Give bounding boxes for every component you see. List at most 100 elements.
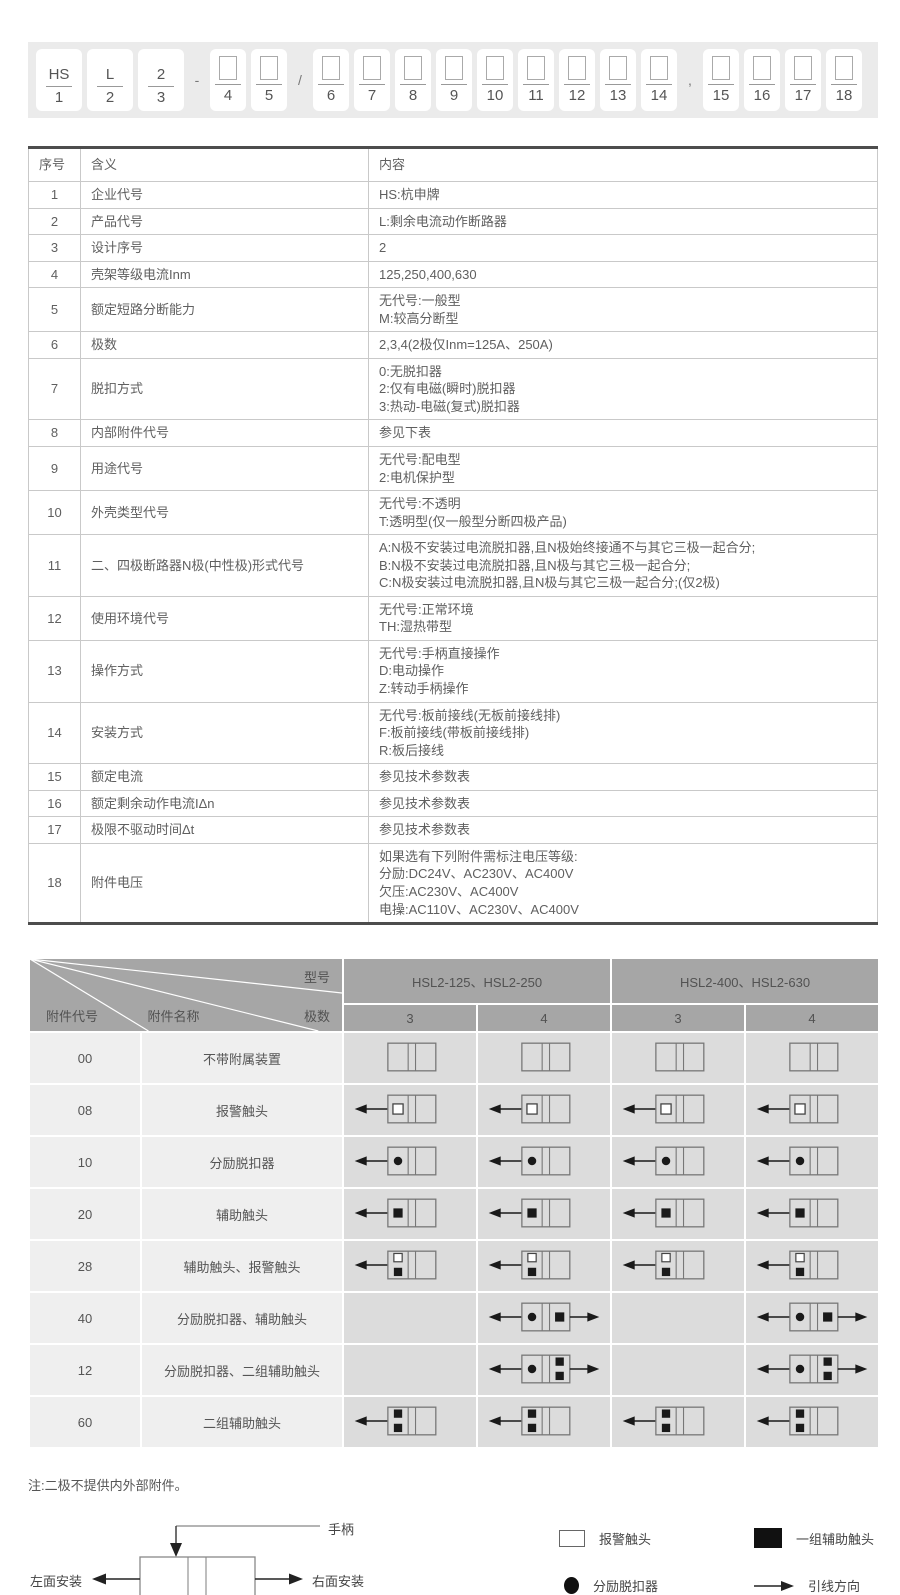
code-divider-line	[564, 84, 590, 85]
spec-row-meaning: 额定剩余动作电流IΔn	[80, 789, 369, 818]
corner-label-poles: 极数	[303, 1009, 330, 1025]
diagram-cell-aux_alarm	[478, 1241, 611, 1292]
accessory-name: 不带附属装置	[142, 1033, 342, 1084]
spec-content-line: 参见下表	[379, 425, 432, 441]
spec-row-content: 参见下表	[368, 419, 878, 448]
spec-row-content: 2,3,4(2极仅Inm=125A、250A)	[368, 331, 878, 359]
breaker-diagram-plain	[655, 1042, 705, 1072]
code-divider-line	[441, 84, 467, 85]
legend-label: 一组辅助触头	[795, 1531, 874, 1547]
footer: 手柄 左面安装 右面安装 报警触头 一组辅助触头 分励脱扣器 引线方向	[28, 1514, 878, 1595]
spec-row-meaning: 操作方式	[80, 639, 369, 703]
mounting-diagram: 手柄 左面安装 右面安装	[28, 1514, 448, 1595]
accessory-name: 分励脱扣器	[142, 1137, 342, 1188]
spec-row-14: 14 安装方式 无代号:板前接线(无板前接线排) F:板前接线(带板前接线排) R:板后…	[28, 701, 878, 765]
empty-code-box	[322, 56, 340, 80]
accessory-name: 分励脱扣器、辅助触头	[142, 1293, 342, 1344]
empty-code-box	[794, 56, 812, 80]
spec-content-line: TH:湿热带型	[379, 619, 452, 635]
spec-row-meaning: 附件电压	[80, 842, 369, 925]
diagram-cell-aux	[344, 1189, 476, 1240]
spec-row-no: 6	[28, 331, 81, 359]
spec-row-meaning: 使用环境代号	[80, 595, 369, 641]
spec-row-content: 无代号:不透明 T:透明型(仅一般型分断四极产品)	[368, 490, 878, 536]
spec-row-2: 2 产品代号 L:剩余电流动作断路器	[28, 207, 878, 236]
diagram-cell-plain	[746, 1033, 879, 1084]
code-cell-14: 14	[641, 49, 677, 111]
empty-code-box	[363, 56, 381, 80]
diagram-cell-plain	[344, 1033, 476, 1084]
diagram-cell-aux_alarm	[746, 1241, 879, 1292]
code-position-number: 16	[753, 87, 771, 104]
code-divider-line	[605, 84, 631, 85]
accessory-name: 报警触头	[142, 1085, 342, 1136]
code-divider-line	[359, 84, 385, 85]
spec-row-4: 4 壳架等级电流Inm 125,250,400,630	[28, 260, 878, 289]
code-cell-5: 5	[251, 49, 287, 111]
model-group-hsl2-125-250: HSL2-125、HSL2-250	[344, 959, 611, 1004]
spec-content-line: 无代号:手柄直接操作	[379, 645, 500, 661]
spec-row-18: 18 附件电压 如果选有下列附件需标注电压等级: 分励:DC24V、AC230V、AC…	[28, 842, 878, 925]
code-position-number: 4	[223, 87, 233, 104]
code-position-number: 3	[156, 88, 166, 106]
spec-row-no: 4	[28, 260, 81, 289]
diagram-cell-aux2	[612, 1397, 745, 1448]
accessory-row-10: 10 分励脱扣器	[30, 1137, 879, 1188]
spec-row-no: 13	[28, 639, 81, 703]
spec-row-no: 7	[28, 357, 81, 421]
code-cell-15: 15	[703, 49, 739, 111]
empty-code-box	[609, 56, 627, 80]
breaker-diagram-shunt_aux	[756, 1302, 868, 1332]
spec-row-12: 12 使用环境代号 无代号:正常环境 TH:湿热带型	[28, 595, 878, 641]
spec-content-line: 无代号:正常环境	[379, 601, 474, 617]
spec-row-content: 无代号:板前接线(无板前接线排) F:板前接线(带板前接线排) R:板后接线	[368, 701, 878, 765]
accessory-name: 二组辅助触头	[142, 1397, 342, 1448]
diagram-cell-alarm	[478, 1085, 611, 1136]
code-position-number: 8	[408, 87, 418, 104]
code-position-number: 5	[264, 87, 274, 104]
filled-circle-icon	[563, 1577, 579, 1595]
diagram-cell-aux_alarm	[612, 1241, 745, 1292]
accessory-code: 08	[30, 1085, 140, 1136]
accessory-row-20: 20 辅助触头	[30, 1189, 879, 1240]
code-position-number: 7	[367, 87, 377, 104]
spec-content-line: 参见技术参数表	[379, 822, 471, 838]
spec-row-content: 无代号:一般型 M:较高分断型	[368, 287, 878, 333]
breaker-diagram-alarm	[756, 1094, 839, 1124]
breaker-diagram-aux_alarm	[756, 1250, 839, 1280]
filled-square-icon	[753, 1528, 782, 1549]
spec-row-no: 15	[28, 763, 81, 791]
spec-content-line: 参见技术参数表	[379, 795, 471, 811]
spec-row-content: 参见技术参数表	[368, 763, 878, 791]
breaker-diagram-alarm	[354, 1094, 437, 1124]
empty-code-box	[568, 56, 586, 80]
diagonal-divider-lines	[30, 959, 342, 1032]
spec-row-content: 如果选有下列附件需标注电压等级: 分励:DC24V、AC230V、AC400V 欠压…	[368, 842, 878, 925]
spec-row-meaning: 设计序号	[80, 234, 369, 262]
accessory-name: 辅助触头	[142, 1189, 342, 1240]
spec-row-meaning: 企业代号	[80, 181, 369, 209]
code-divider-line	[831, 84, 857, 85]
breaker-diagram-shunt_aux	[488, 1302, 600, 1332]
corner-label-code: 附件代号	[46, 1009, 99, 1025]
breaker-diagram-aux2	[622, 1406, 705, 1436]
spec-row-no: 2	[28, 207, 81, 236]
code-cell-11: 11	[518, 49, 554, 111]
accessory-row-12: 12 分励脱扣器、二组辅助触头	[30, 1345, 879, 1396]
code-divider-line	[790, 84, 816, 85]
diagram-cell-aux2	[746, 1397, 879, 1448]
diagram-cell-none	[612, 1345, 745, 1396]
spec-content-line: 无代号:一般型	[379, 293, 461, 309]
spec-row-9: 9 用途代号 无代号:配电型 2:电机保护型	[28, 446, 878, 492]
spec-content-line: A:N极不安装过电流脱扣器,且N极始终接通不与其它三极一起合分;	[379, 540, 756, 556]
spec-row-no: 14	[28, 701, 81, 765]
code-divider-line	[148, 85, 174, 87]
diagram-cell-none	[612, 1293, 745, 1344]
spec-content-line: 欠压:AC230V、AC400V	[379, 883, 519, 899]
code-position-number: 12	[568, 87, 586, 104]
spec-content-line: R:板后接线	[379, 742, 445, 758]
diagram-cell-aux2	[478, 1397, 611, 1448]
code-cell-13: 13	[600, 49, 636, 111]
